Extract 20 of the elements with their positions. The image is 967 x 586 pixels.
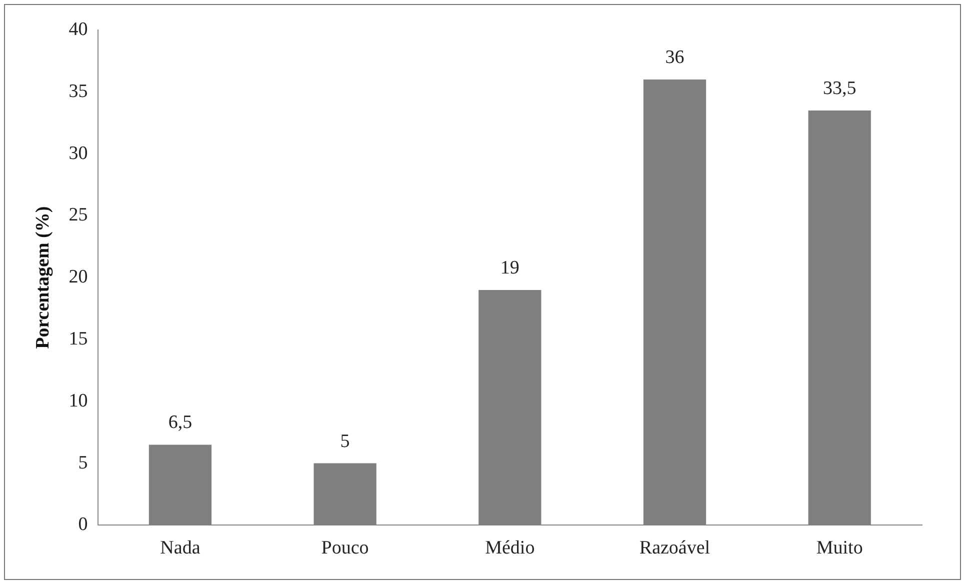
x-tick-label: Muito bbox=[816, 538, 863, 559]
y-tick-label: 40 bbox=[68, 18, 88, 40]
y-tick-label: 5 bbox=[78, 452, 88, 474]
data-label: 36 bbox=[665, 47, 684, 68]
y-tick-label: 20 bbox=[68, 266, 88, 288]
x-tick-label: Pouco bbox=[321, 538, 369, 559]
y-axis-title: Porcentagem (%) bbox=[32, 206, 54, 349]
y-tick-label: 15 bbox=[68, 328, 88, 350]
data-label: 33,5 bbox=[822, 78, 856, 99]
data-label: 6,5 bbox=[168, 412, 192, 434]
y-tick-label: 25 bbox=[68, 204, 88, 226]
data-label: 19 bbox=[500, 257, 520, 278]
x-tick-label: Nada bbox=[160, 538, 201, 559]
x-tick-label: Razoável bbox=[639, 538, 710, 559]
y-tick-label: 30 bbox=[68, 142, 88, 164]
y-tick-label: 10 bbox=[68, 390, 88, 412]
x-tick-label: Médio bbox=[485, 538, 535, 559]
data-label: 5 bbox=[340, 430, 350, 452]
y-tick-label: 0 bbox=[78, 514, 88, 536]
y-tick-label: 35 bbox=[68, 80, 88, 102]
